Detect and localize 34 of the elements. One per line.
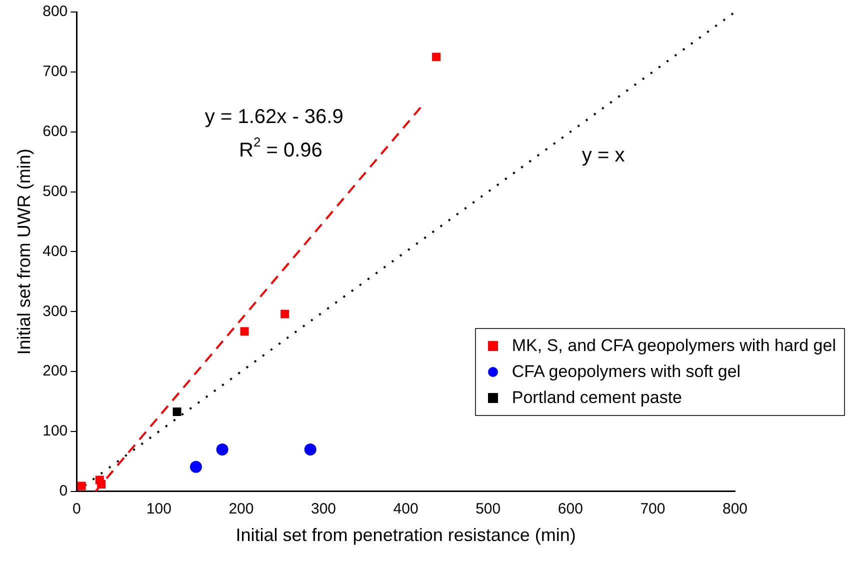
y-tick-label: 100: [42, 422, 68, 440]
annotation: y = 1.62x - 36.9: [204, 106, 344, 128]
y-tick-label: 500: [42, 182, 68, 200]
x-tick-label: 600: [558, 500, 583, 518]
y-tick-label: 400: [42, 242, 68, 260]
x-tick-label: 400: [393, 500, 418, 518]
point: [432, 52, 441, 62]
x-tick-label: 700: [640, 500, 666, 518]
x-tick-label: 0: [72, 500, 81, 518]
y-tick-label: 600: [42, 122, 68, 140]
legend-label: Portland cement paste: [512, 388, 682, 408]
y-tick-label: 200: [42, 362, 68, 380]
x-tick-label: 200: [228, 500, 254, 518]
point: [190, 460, 202, 473]
point: [280, 310, 290, 318]
x-tick-label: 100: [146, 500, 172, 518]
legend-label: MK, S, and CFA geopolymers with hard gel: [512, 336, 836, 356]
y-tick-label: 700: [42, 63, 68, 80]
x-axis-title: Initial set from penetration resistance (min): [236, 525, 576, 546]
y-tick-label: 800: [42, 3, 68, 20]
point: [77, 482, 86, 490]
y-tick-label: 0: [59, 482, 68, 500]
x-tick-label: 500: [476, 500, 501, 518]
legend-label: CFA geopolymers with soft gel: [512, 362, 741, 382]
point: [97, 480, 106, 488]
point: [172, 407, 182, 416]
annotation: y = x: [582, 144, 625, 166]
point: [304, 443, 316, 456]
point: [240, 327, 249, 336]
y-tick-label: 300: [42, 302, 68, 320]
point: [216, 443, 228, 456]
y-axis-title: Initial set from UWR (min): [14, 148, 34, 355]
x-tick-label: 300: [311, 500, 336, 518]
x-tick-label: 800: [722, 500, 748, 518]
